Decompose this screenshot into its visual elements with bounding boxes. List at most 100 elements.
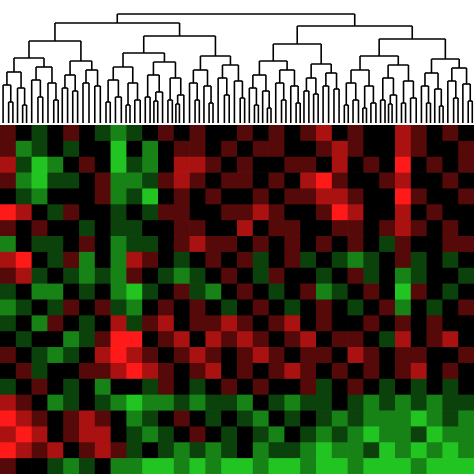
heatmap-cell [47,283,64,300]
heatmap-cell [110,236,127,253]
heatmap-cell [205,362,222,380]
heatmap-cell [458,172,474,189]
heatmap-cell [300,442,317,459]
heatmap-cell [363,315,380,332]
heatmap-cell [300,331,317,348]
heatmap-cell [31,442,48,459]
heatmap-cell [331,442,348,459]
heatmap-cell [15,156,32,173]
heatmap-cell [347,299,364,316]
heatmap-cell [0,426,17,443]
heatmap-cell [379,156,396,173]
heatmap-cell [458,236,474,253]
heatmap-cell [0,410,17,427]
heatmap-cell [31,410,48,427]
heatmap-cell [331,426,348,443]
heatmap-cell [426,362,443,380]
heatmap-cell [458,362,474,380]
heatmap-cell [442,251,459,269]
heatmap-cell [158,442,175,459]
heatmap-cell [221,220,238,237]
heatmap-cell [379,378,396,395]
heatmap-cell [189,315,206,332]
heatmap-cell [252,188,269,205]
heatmap-cell [316,315,333,332]
heatmap-cell [94,220,111,237]
heatmap-cell [252,362,269,380]
heatmap-cell [31,204,48,221]
heatmap-cell [110,204,127,221]
heatmap-cell [94,426,111,443]
heatmap-cell [31,156,48,173]
heatmap-cell [15,188,32,205]
heatmap-cell [379,410,396,427]
heatmap-cell [173,204,190,221]
heatmap-cell [126,442,143,459]
heatmap-cell [363,204,380,221]
heatmap-cell [221,267,238,284]
heatmap-cell [205,394,222,411]
heatmap-cell [300,125,317,142]
heatmap-cell [110,267,127,284]
heatmap-cell [47,188,64,205]
heatmap-cell [300,172,317,189]
heatmap-cell [395,236,412,253]
heatmap-cell [79,267,96,284]
heatmap-cell [300,220,317,237]
heatmap-cell [142,442,159,459]
heatmap-cell [158,331,175,348]
heatmap-cell [268,331,285,348]
heatmap-cell [284,299,301,316]
heatmap-cell [363,156,380,173]
heatmap-cell [63,172,80,189]
heatmap-cell [31,331,48,348]
heatmap-cell [0,140,17,158]
heatmap-cell [300,394,317,411]
heatmap-cell [189,442,206,459]
heatmap-cell [173,299,190,316]
heatmap-cell [284,442,301,459]
heatmap-cell [252,442,269,459]
heatmap-cell [63,188,80,205]
heatmap-cell [79,394,96,411]
heatmap-cell [442,347,459,364]
heatmap-cell [442,362,459,380]
heatmap-cell [79,315,96,332]
heatmap-cell [237,458,254,474]
heatmap-cell [0,220,17,237]
heatmap-cell [426,442,443,459]
heatmap-cell [237,172,254,189]
heatmap-cell [442,442,459,459]
heatmap-cell [63,140,80,158]
heatmap-cell [347,410,364,427]
heatmap-cell [442,331,459,348]
heatmap-cell [395,410,412,427]
heatmap-cell [126,204,143,221]
heatmap-cell [316,204,333,221]
heatmap-cell [15,125,32,142]
heatmap-cell [15,140,32,158]
heatmap-cell [395,283,412,300]
heatmap-cell [426,378,443,395]
heatmap-cell [458,378,474,395]
heatmap-cell [252,426,269,443]
heatmap-cell [189,362,206,380]
heatmap-cell [63,362,80,380]
heatmap-cell [0,125,17,142]
heatmap-cell [205,156,222,173]
heatmap-cell [110,220,127,237]
heatmap-cell [126,394,143,411]
heatmap-cell [363,331,380,348]
heatmap-cell [173,331,190,348]
heatmap-cell [363,236,380,253]
heatmap-cell [426,331,443,348]
heatmap-cell [126,347,143,364]
heatmap-cell [316,347,333,364]
heatmap-cell [0,188,17,205]
heatmap-cell [363,125,380,142]
heatmap-cell [31,125,48,142]
heatmap-cell [158,172,175,189]
heatmap-cell [410,220,427,237]
heatmap-cell [47,220,64,237]
heatmap-cell [331,204,348,221]
